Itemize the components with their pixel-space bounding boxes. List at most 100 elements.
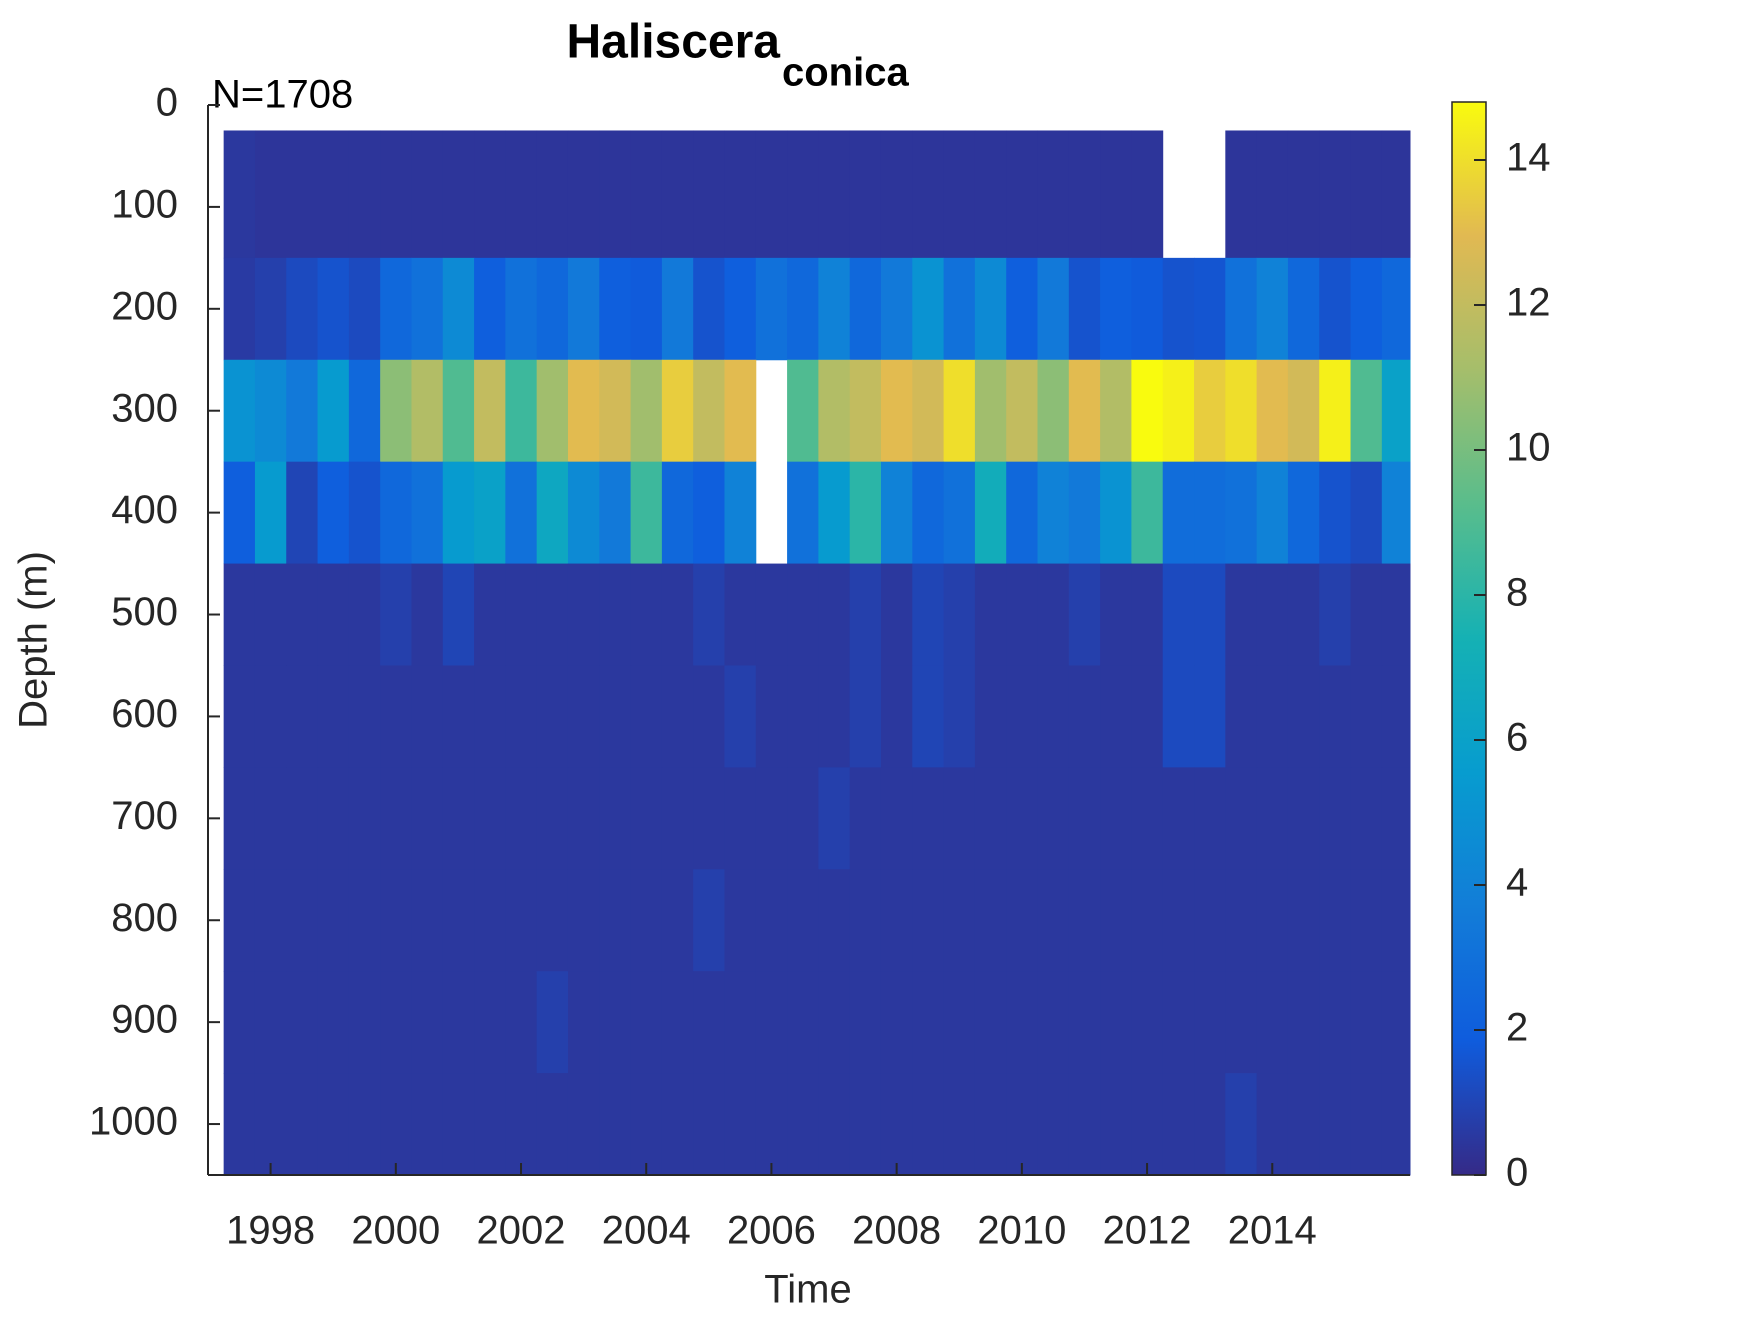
heatmap-cell [1068, 665, 1101, 768]
heatmap-cell [1131, 359, 1164, 463]
heatmap-cell [661, 359, 694, 463]
heatmap-cell [1319, 461, 1352, 565]
y-tick-label: 700 [111, 794, 178, 838]
heatmap-cell [1381, 971, 1411, 1074]
heatmap-cell [1006, 869, 1039, 972]
heatmap-cell [880, 767, 913, 870]
heatmap-cell [661, 130, 694, 259]
heatmap-cell [1037, 130, 1070, 259]
heatmap-cell [1006, 767, 1039, 870]
x-tick-label: 2010 [977, 1209, 1066, 1253]
heatmap-cell [1225, 767, 1258, 870]
heatmap-cell [411, 971, 444, 1074]
heatmap-cell [1287, 767, 1320, 870]
heatmap-cell [693, 1073, 725, 1176]
heatmap-cell [1100, 665, 1132, 768]
heatmap-cell [442, 359, 475, 463]
heatmap-cell [1037, 1073, 1070, 1176]
heatmap-cell [1037, 767, 1070, 870]
heatmap-cell [1287, 130, 1320, 259]
heatmap-cell [599, 767, 632, 870]
heatmap-cell [1068, 563, 1101, 666]
heatmap-cell [630, 257, 663, 361]
heatmap-cell [536, 1073, 569, 1176]
heatmap-cell [567, 971, 600, 1074]
heatmap-cell [348, 665, 381, 768]
x-tick-label: 2004 [602, 1209, 691, 1253]
heatmap-cell [286, 359, 319, 463]
heatmap-cell [724, 869, 757, 972]
heatmap-cell [787, 767, 819, 870]
heatmap-cell [474, 359, 506, 463]
heatmap-cell [1319, 257, 1352, 361]
heatmap-cell [818, 461, 851, 565]
heatmap-cell [1350, 359, 1383, 463]
heatmap-cell [1131, 869, 1164, 972]
heatmap-cell [1194, 359, 1226, 463]
heatmap-cell [223, 563, 256, 666]
heatmap-cell [912, 665, 945, 768]
y-tick-label: 0 [156, 81, 178, 125]
heatmap-cell [1194, 257, 1226, 361]
heatmap-cell [849, 359, 882, 463]
annotation: N=1708 [212, 73, 353, 117]
heatmap-cell [1225, 257, 1258, 361]
heatmap-cell [1162, 257, 1195, 361]
x-tick-label: 2008 [852, 1209, 941, 1253]
colorbar-tick-label: 2 [1506, 1006, 1528, 1050]
heatmap-cell [880, 257, 913, 361]
heatmap-cell [380, 461, 412, 565]
heatmap-cell [693, 869, 725, 972]
heatmap-cell [912, 767, 945, 870]
y-tick-label: 400 [111, 488, 178, 532]
heatmap-cell [411, 257, 444, 361]
heatmap-cell [755, 130, 788, 259]
heatmap-cell [693, 563, 725, 666]
heatmap-cell [599, 563, 632, 666]
heatmap-cell [1319, 767, 1352, 870]
heatmap-cell [1319, 869, 1352, 972]
heatmap-cell [755, 257, 788, 361]
heatmap-cell [849, 665, 882, 768]
heatmap-cell [1037, 563, 1070, 666]
colorbar-tick-label: 10 [1506, 426, 1551, 470]
heatmap-cell [1319, 1073, 1352, 1176]
heatmap-cell [442, 665, 475, 768]
heatmap-cell [348, 359, 381, 463]
heatmap-cell [474, 665, 506, 768]
heatmap-cell [442, 767, 475, 870]
heatmap-cell [912, 869, 945, 972]
heatmap-cell [974, 767, 1007, 870]
heatmap-cell [630, 665, 663, 768]
heatmap-cell [1194, 869, 1226, 972]
heatmap-cell [693, 971, 725, 1074]
heatmap-cell [505, 665, 538, 768]
heatmap-cell [442, 563, 475, 666]
heatmap-cell [818, 665, 851, 768]
heatmap-cell [380, 257, 412, 361]
heatmap-cell [286, 563, 319, 666]
heatmap-cell [223, 130, 256, 259]
heatmap-cell [1100, 869, 1132, 972]
heatmap-cell [1068, 971, 1101, 1074]
heatmap-cell [1037, 971, 1070, 1074]
heatmap-cell [724, 461, 757, 565]
heatmap-cell [1287, 869, 1320, 972]
heatmap-cell [1319, 665, 1352, 768]
heatmap-cell [943, 257, 976, 361]
heatmap-cell [661, 767, 694, 870]
heatmap-cell [317, 359, 350, 463]
heatmap-cell [724, 257, 757, 361]
heatmap-cell [1381, 359, 1411, 463]
heatmap-cell [880, 563, 913, 666]
heatmap-cell [442, 971, 475, 1074]
heatmap-cell [567, 359, 600, 463]
heatmap-cell [567, 257, 600, 361]
x-tick-label: 2014 [1228, 1209, 1317, 1253]
x-axis-label: Time [764, 1268, 851, 1312]
y-tick-label: 500 [111, 590, 178, 634]
heatmap-cell [849, 971, 882, 1074]
heatmap-cell [912, 130, 945, 259]
heatmap-cell [254, 257, 287, 361]
heatmap-cell [630, 971, 663, 1074]
